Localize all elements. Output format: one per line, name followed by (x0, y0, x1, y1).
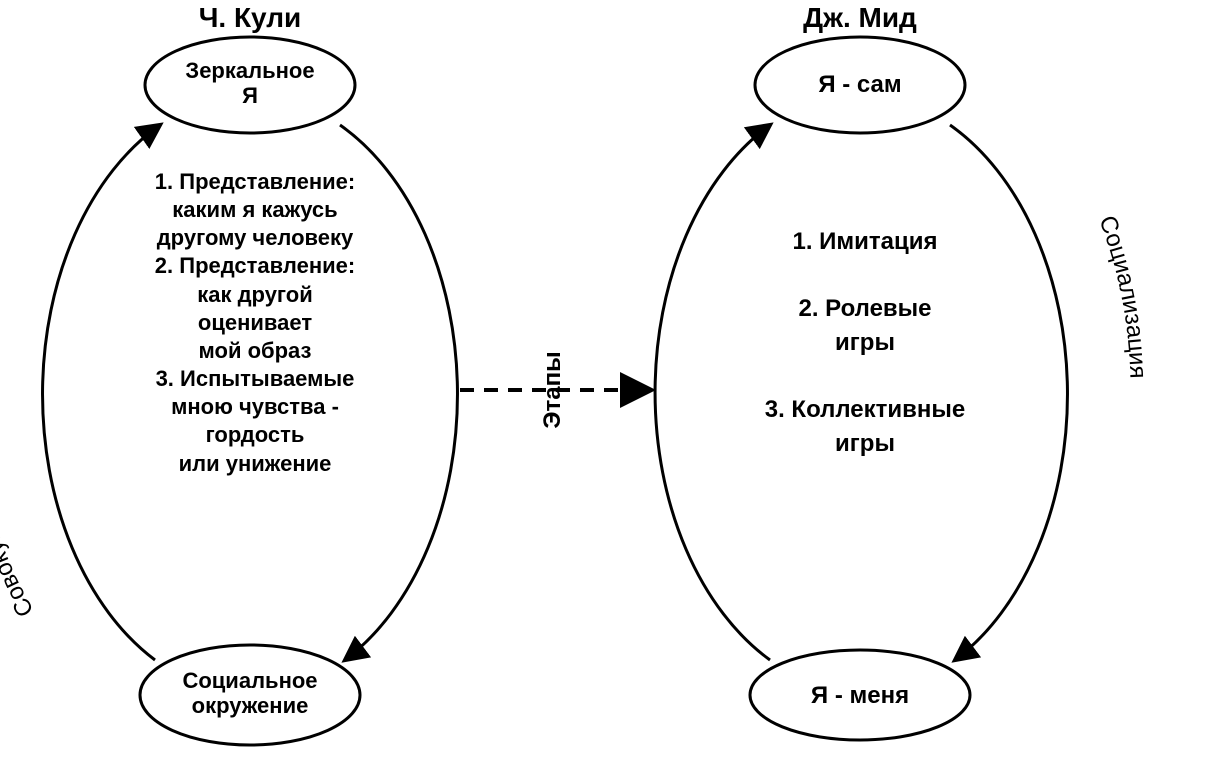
right-title: Дж. Мид (760, 2, 960, 34)
left-title: Ч. Кули (150, 2, 350, 34)
connector-label: Этапы (539, 351, 566, 428)
right-top-label: Я - сам (760, 71, 960, 99)
left-top-label: Зеркальное Я (145, 58, 355, 109)
left-bottom-label: Социальное окружение (140, 668, 360, 719)
right-center-text: 1. Имитация 2. Ролевые игры 3. Коллектив… (720, 225, 1010, 460)
left-side-label: Совокупность психич. р. (0, 349, 39, 622)
right-side-label: Социализация (1093, 212, 1151, 379)
left-center-text: 1. Представление: каким я кажусь другому… (105, 168, 405, 478)
right-bottom-label: Я - меня (760, 682, 960, 710)
